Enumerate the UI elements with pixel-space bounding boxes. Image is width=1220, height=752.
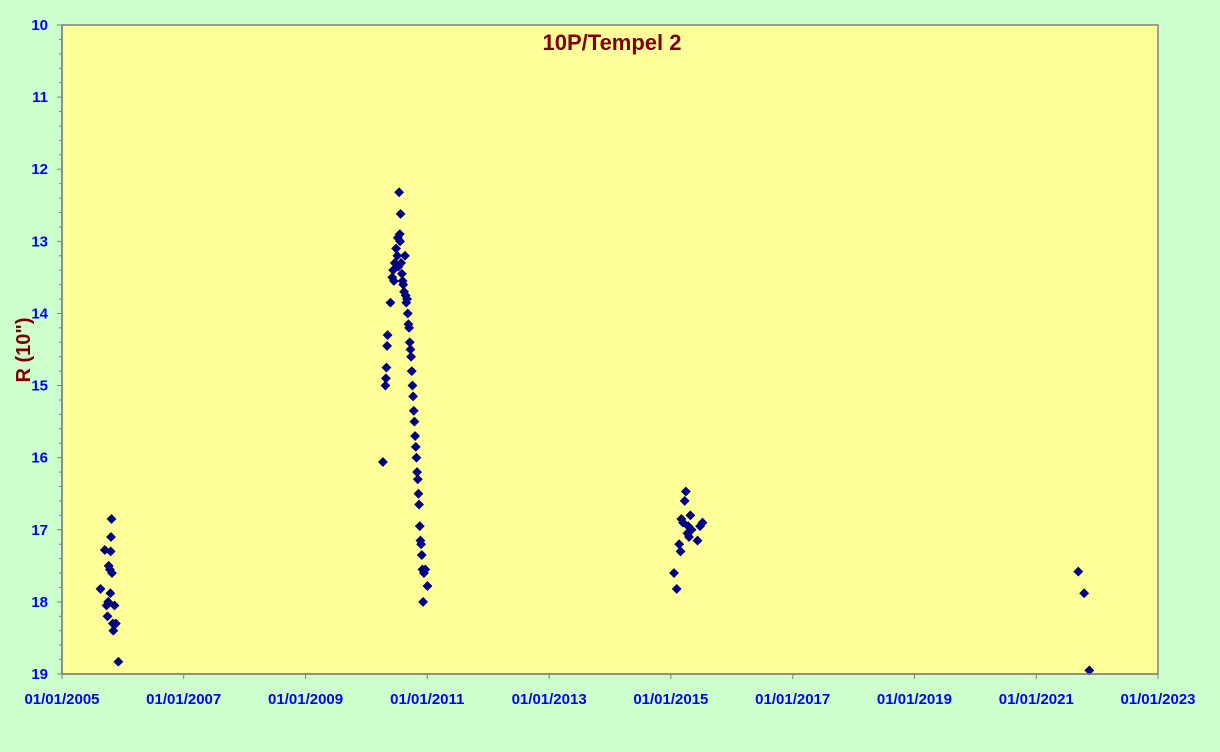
data-point <box>402 308 413 319</box>
data-point <box>113 656 124 667</box>
data-point <box>103 596 114 607</box>
plot-area <box>61 24 1159 675</box>
data-point <box>414 499 425 510</box>
data-point <box>404 322 415 333</box>
data-point <box>396 258 407 268</box>
x-tick-label: 01/01/2011 <box>390 691 464 708</box>
data-point <box>413 488 424 499</box>
data-point <box>395 236 406 247</box>
data-point <box>378 457 388 467</box>
y-tick-label: 15 <box>31 378 48 395</box>
x-tick-label: 01/01/2007 <box>146 691 221 708</box>
data-point <box>420 564 431 575</box>
data-point <box>389 276 399 286</box>
data-point <box>1079 588 1090 599</box>
data-point <box>680 486 691 497</box>
data-point <box>105 588 116 599</box>
y-tick-label: 13 <box>31 233 48 250</box>
data-point <box>410 431 421 441</box>
data-point <box>408 405 419 416</box>
data-point <box>105 546 116 557</box>
y-tick-label: 19 <box>31 666 48 683</box>
y-tick-label: 12 <box>31 161 48 178</box>
data-point <box>381 362 392 373</box>
y-tick-label: 10 <box>31 17 48 34</box>
data-point <box>684 532 694 542</box>
data-markers <box>95 187 1095 676</box>
y-axis-label: R (10") <box>13 317 35 382</box>
x-axis: 01/01/2005 01/01/2007 01/01/2009 01/01/2011… <box>24 673 1196 708</box>
data-point <box>410 441 421 452</box>
x-tick-label: 01/01/2019 <box>877 691 952 708</box>
data-point <box>686 524 697 535</box>
data-point <box>381 373 391 384</box>
y-tick-label: 16 <box>31 450 48 467</box>
data-point <box>679 496 690 506</box>
data-point <box>385 297 396 308</box>
data-point <box>382 330 393 341</box>
data-point <box>406 351 417 362</box>
data-point <box>95 583 106 594</box>
x-tick-label: 01/01/2005 <box>24 691 99 708</box>
chart-title: 10P/Tempel 2 <box>543 30 682 55</box>
y-axis: 10 11 12 13 14 15 16 17 18 19 <box>31 17 63 683</box>
data-point <box>414 521 425 532</box>
x-tick-label: 01/01/2009 <box>268 691 343 708</box>
data-point <box>394 187 405 198</box>
data-point <box>109 600 120 611</box>
data-point <box>685 510 696 521</box>
x-tick-label: 01/01/2015 <box>633 691 708 708</box>
data-point <box>412 474 423 485</box>
data-point <box>692 535 703 546</box>
data-point <box>108 625 119 636</box>
data-point <box>1084 665 1095 676</box>
data-point <box>106 514 117 524</box>
data-point <box>102 611 113 622</box>
data-point <box>395 209 406 219</box>
data-point <box>416 550 427 560</box>
data-point <box>422 581 433 591</box>
data-point <box>697 517 708 528</box>
data-point <box>400 250 410 261</box>
data-point <box>408 391 419 402</box>
y-tick-label: 18 <box>31 594 48 611</box>
data-point <box>382 340 393 351</box>
data-point <box>409 416 420 427</box>
data-point <box>107 568 117 578</box>
x-tick-label: 01/01/2013 <box>512 691 587 708</box>
y-tick-label: 17 <box>31 522 48 539</box>
data-point <box>669 568 679 578</box>
data-point <box>671 583 682 594</box>
y-tick-label: 14 <box>31 305 48 322</box>
x-tick-label: 01/01/2023 <box>1120 691 1195 708</box>
x-tick-label: 01/01/2017 <box>755 691 830 708</box>
y-tick-label: 11 <box>32 89 48 106</box>
data-point <box>418 596 429 607</box>
data-point <box>407 380 418 391</box>
x-tick-label: 01/01/2021 <box>999 691 1074 708</box>
data-point <box>406 366 417 377</box>
data-point <box>392 250 403 261</box>
data-point <box>675 546 686 557</box>
data-point <box>110 618 121 629</box>
data-point <box>380 380 391 391</box>
data-point <box>411 452 422 463</box>
data-point <box>1073 566 1084 577</box>
data-point <box>416 539 427 550</box>
data-point <box>402 294 413 304</box>
data-point <box>106 532 116 542</box>
